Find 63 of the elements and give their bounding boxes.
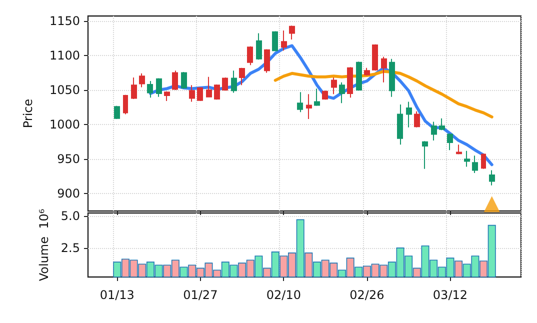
- y-tick-label: 5.0: [60, 209, 80, 224]
- candlestick: [231, 70, 237, 94]
- candlestick: [481, 153, 486, 170]
- candlestick: [489, 170, 495, 186]
- candlestick: [289, 25, 295, 40]
- candlestick: [123, 94, 128, 115]
- candlestick: [239, 67, 245, 86]
- candlestick: [172, 70, 178, 90]
- candlestick: [272, 30, 278, 52]
- candlestick: [339, 82, 345, 104]
- candlestick: [197, 86, 203, 102]
- x-tick-label: 02/26: [350, 288, 384, 302]
- candlestick: [189, 84, 195, 102]
- x-tick-label: 03/12: [432, 288, 468, 302]
- candlestick: [397, 104, 403, 146]
- candlestick: [247, 46, 253, 66]
- y-tick-label: 1150: [49, 14, 80, 28]
- candlestick: [347, 66, 353, 98]
- y-tick-label: 1050: [49, 82, 80, 97]
- candlestick: [281, 30, 287, 52]
- y-tick-label: 2.5: [60, 241, 80, 256]
- candlestick: [322, 90, 328, 100]
- x-tick-label: 02/10: [266, 288, 301, 302]
- x-tick-label: 01/13: [100, 288, 134, 302]
- candlestick: [156, 78, 162, 98]
- candlestick: [364, 67, 370, 76]
- candlestick: [406, 101, 412, 128]
- candlestick: [447, 133, 453, 151]
- y-tick-label: 1000: [49, 118, 80, 132]
- candlestick: [314, 88, 320, 106]
- candlestick: [131, 77, 137, 100]
- candlestick: [456, 144, 462, 155]
- candlestick: [431, 121, 437, 141]
- candlestick: [331, 77, 337, 95]
- candlestick: [114, 105, 120, 120]
- candlestick: [356, 61, 362, 92]
- line-series: [274, 70, 494, 118]
- x-tick-label: 01/27: [183, 288, 218, 302]
- candlestick: [164, 90, 170, 102]
- candlestick: [464, 150, 470, 168]
- candlestick: [472, 155, 478, 174]
- candlestick: [306, 94, 312, 120]
- candlestick: [222, 77, 228, 92]
- line-series: [148, 44, 494, 166]
- y-tick-label: 900: [57, 186, 80, 201]
- y-axis-title: Price: [21, 98, 35, 128]
- candlestick: [422, 140, 428, 170]
- y-tick-label: 950: [57, 152, 80, 166]
- candlestick: [297, 92, 303, 113]
- candlestick: [256, 32, 262, 60]
- candlestick: [181, 72, 187, 90]
- candlestick: [214, 84, 220, 100]
- candlestick: [139, 72, 145, 88]
- candlestick: [414, 110, 420, 128]
- candlestick: [264, 48, 270, 74]
- candlestick: [147, 80, 153, 98]
- candlestick: [439, 118, 445, 131]
- y-tick-label: 1100: [49, 48, 80, 62]
- y-axis-title: Volume 10⁶: [37, 208, 51, 282]
- candlestick: [206, 76, 212, 98]
- candlestick: [381, 56, 387, 83]
- candlestick: [372, 44, 378, 72]
- candlestick: [389, 58, 395, 98]
